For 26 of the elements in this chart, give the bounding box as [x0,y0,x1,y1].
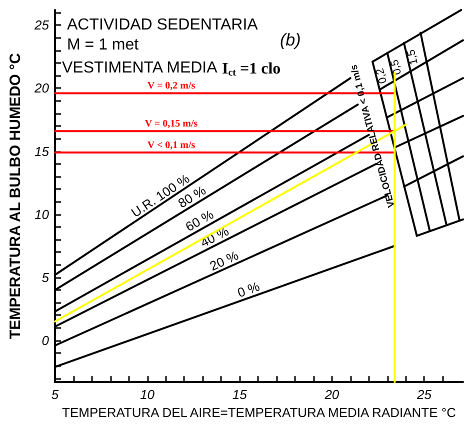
y-tick-label: 25 [34,18,50,33]
y-tick-label: 10 [34,206,50,222]
text: 1,5 [405,48,421,66]
chart-title: ACTIVIDAD SEDENTARIA [67,16,258,34]
y-tick-label: 0 [42,332,50,348]
annotation: V < 0,1 m/s [147,140,196,152]
annotation: (b) [280,30,301,50]
annotation: VESTIMENTA MEDIA [62,60,218,76]
text: 0,2 [374,66,390,85]
x-axis-title: TEMPERATURA DEL AIRE=TEMPERATURA MEDIA RADIANTE °C [62,405,456,420]
y-tick-label: 5 [42,270,50,285]
text: M = 1 met [67,36,140,54]
x-tick-label: 25 [416,387,432,402]
annotation: 60 % [182,206,216,234]
x-tick-label: 20 [324,387,340,402]
x-tick-label: 10 [140,387,156,402]
x-tick-label: 5 [51,387,60,402]
y-axis-title: TEMPERATURA AL BULBO HUMEDO °C [7,52,24,340]
x-tick-label: 15 [232,387,248,402]
annotation: 0 % [235,278,262,300]
y-tick-label: 20 [34,80,50,96]
annotation: V = 0,2 m/s [147,80,196,92]
text: 0,5 [388,58,404,76]
y-tick-label: 15 [34,144,50,159]
annotation: V = 0,15 m/s [144,118,198,130]
annotation: 20 % [207,248,241,274]
